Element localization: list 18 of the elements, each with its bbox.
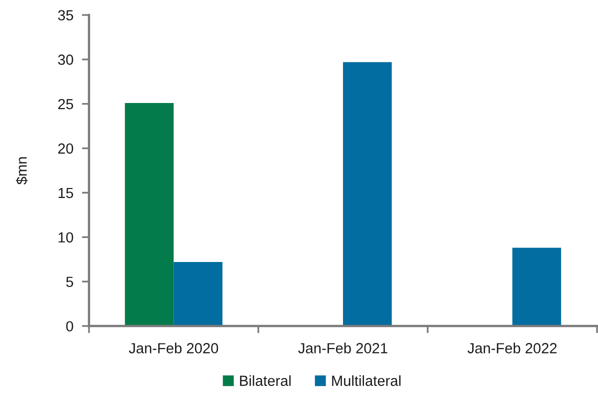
legend-label: Bilateral: [240, 375, 291, 386]
y-tick-label: 25: [58, 98, 74, 110]
y-tick-label: 10: [58, 232, 74, 243]
bar: [124, 102, 174, 326]
bar: [512, 248, 562, 326]
y-tick-label: 20: [58, 143, 74, 154]
x-tick-label: Jan-Feb 2020: [128, 342, 218, 354]
y-tick-label: 30: [58, 54, 74, 65]
bar: [343, 62, 392, 326]
x-tick-label: Jan-Feb 2021: [298, 342, 388, 354]
y-tick-label: 15: [58, 188, 74, 198]
y-tick-label: 5: [66, 276, 74, 287]
y-tick-label: 0: [66, 321, 74, 332]
y-axis-title: $mn: [16, 157, 28, 185]
legend-label: Multilateral: [332, 375, 400, 386]
y-tick-label: 35: [58, 10, 74, 20]
x-tick-label: Jan-Feb 2022: [468, 342, 557, 354]
bar: [174, 262, 222, 326]
